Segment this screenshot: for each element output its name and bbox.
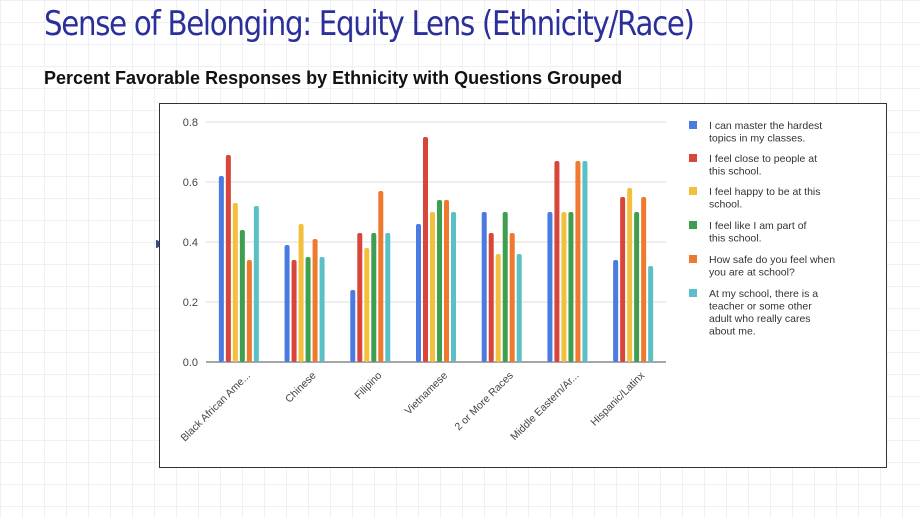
x-tick-label: Chinese — [283, 370, 319, 406]
bar — [218, 176, 224, 362]
bar — [371, 233, 377, 362]
bar — [416, 224, 421, 362]
legend-swatch — [689, 187, 697, 195]
bar — [613, 260, 619, 362]
legend-swatch — [689, 289, 697, 297]
x-tick-label: Vietnamese — [403, 370, 451, 418]
bar — [627, 188, 633, 362]
bar — [253, 206, 259, 362]
bar-chart: 0.0 0.2 0.4 0.6 0.8 Black African Ame... Chine… — [178, 117, 835, 445]
y-tick-label: 0.6 — [183, 177, 198, 189]
chart-container: 0.0 0.2 0.4 0.6 0.8 Black African Ame... Chine… — [159, 103, 887, 468]
bar — [312, 239, 318, 362]
bar — [481, 212, 487, 362]
x-tick-label: Hispanic/Latinx — [588, 369, 647, 428]
bar — [430, 212, 435, 362]
legend-entry: I feel happy to be at this school. — [709, 186, 821, 211]
y-tick-label: 0.2 — [183, 297, 198, 309]
slide-title: Sense of Belonging: Equity Lens (Ethnici… — [44, 4, 695, 44]
x-tick-label: Middle Eastern/Ar... — [508, 370, 581, 443]
bar — [225, 155, 231, 362]
bar — [547, 212, 553, 362]
y-tick-label: 0.8 — [183, 117, 198, 129]
bar — [350, 290, 356, 362]
bar — [364, 248, 370, 362]
legend-entry: At my school, there is a teacher or some … — [709, 288, 818, 338]
chart-subtitle: Percent Favorable Responses by Ethnicity… — [44, 68, 623, 88]
x-tick-label: Filipino — [352, 370, 384, 402]
bar — [423, 137, 428, 362]
bar — [488, 233, 494, 362]
legend-entry: I feel close to people at this school. — [709, 153, 817, 178]
bar — [305, 257, 311, 362]
bar — [568, 212, 574, 362]
legend-swatch — [689, 221, 697, 229]
y-tick-label: 0.0 — [183, 357, 198, 369]
bar — [620, 197, 626, 362]
x-tick-label: 2 or More Races — [452, 370, 515, 433]
legend-entry: I feel like I am part of this school. — [709, 220, 807, 245]
bar — [246, 260, 252, 362]
bar — [561, 212, 567, 362]
slide-marker — [156, 240, 160, 248]
bar — [378, 191, 384, 362]
bar — [239, 230, 245, 362]
bar — [509, 233, 515, 362]
bar — [641, 197, 647, 362]
bar — [648, 266, 654, 362]
bar — [437, 200, 442, 362]
legend-entry: How safe do you feel when you are at scho… — [709, 254, 835, 279]
bar — [451, 212, 456, 362]
bar — [284, 245, 290, 362]
y-tick-label: 0.4 — [183, 237, 198, 249]
bar — [232, 203, 238, 362]
bar — [319, 257, 325, 362]
legend-entry: I can master the hardest topics in my cla… — [709, 120, 822, 145]
bar — [495, 254, 501, 362]
bar — [575, 161, 581, 362]
legend-swatch — [689, 154, 697, 162]
bar — [634, 212, 640, 362]
bar — [298, 224, 304, 362]
bar — [357, 233, 363, 362]
bar — [291, 260, 297, 362]
x-tick-label: Black African Ame... — [178, 370, 253, 445]
bar — [385, 233, 391, 362]
legend-swatch — [689, 121, 697, 129]
bar — [554, 161, 560, 362]
bar — [444, 200, 449, 362]
bar — [502, 212, 508, 362]
legend-swatch — [689, 255, 697, 263]
bar — [582, 161, 588, 362]
bar — [516, 254, 522, 362]
